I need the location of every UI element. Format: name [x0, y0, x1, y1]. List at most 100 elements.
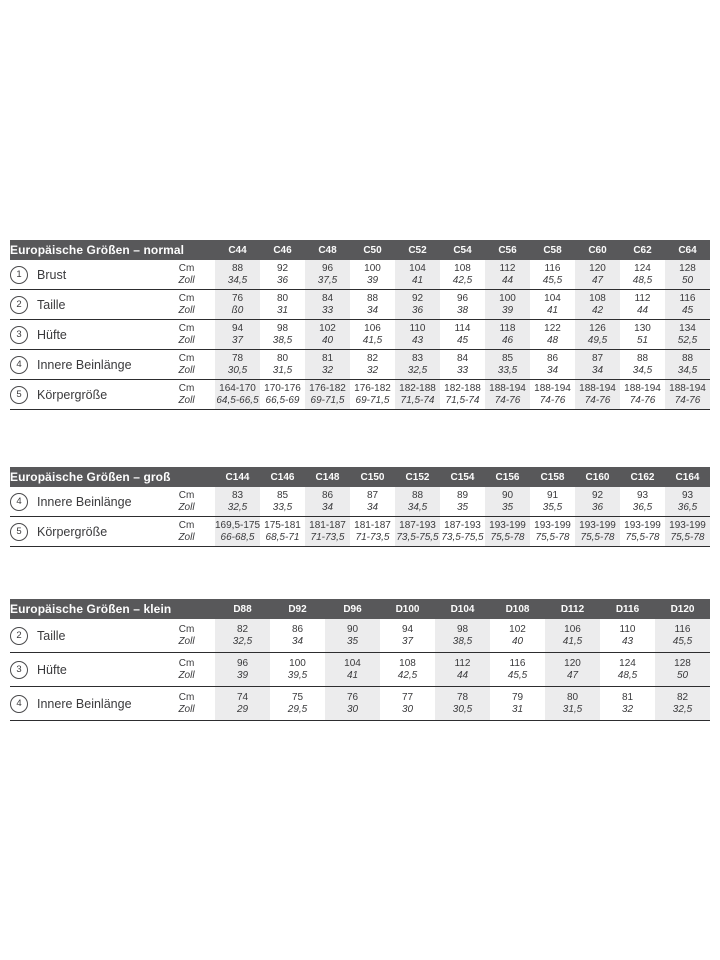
- unit-zoll-label: Zoll: [178, 274, 195, 286]
- zoll-value: 41,5: [362, 334, 383, 346]
- cm-value: 87: [366, 489, 379, 501]
- column-header: C56: [485, 240, 531, 260]
- cm-value: 181-187: [354, 519, 391, 531]
- unit-cell: Cm Zoll: [158, 686, 216, 721]
- zoll-value: 30: [346, 703, 359, 715]
- zoll-value: 32,5: [672, 703, 693, 715]
- value-cell: 134 52,5: [665, 319, 711, 350]
- row-label: Hüfte: [37, 662, 67, 677]
- row-label-cell: 4 Innere Beinlänge: [10, 686, 158, 721]
- zoll-value: 71,5-74: [400, 394, 435, 406]
- value-cell: 176-182 69-71,5: [305, 379, 351, 410]
- cm-value: 86: [291, 623, 304, 635]
- cm-value: 96: [456, 292, 469, 304]
- zoll-value: 33,5: [497, 364, 518, 376]
- value-cell: 82 32,5: [215, 619, 271, 653]
- column-header: C54: [440, 240, 486, 260]
- value-cell: 100 39: [350, 260, 396, 290]
- row-label-cell: 5 Körpergröße: [10, 516, 158, 547]
- zoll-value: 35,5: [542, 501, 563, 513]
- cm-value: 124: [619, 657, 636, 669]
- value-cell: 78 30,5: [215, 349, 261, 380]
- column-header: C64: [665, 240, 711, 260]
- column-header: D108: [490, 599, 546, 619]
- value-cell: 74 29: [215, 686, 271, 721]
- value-cell: 130 51: [620, 319, 666, 350]
- zoll-value: 46: [501, 334, 514, 346]
- cm-value: 88: [681, 352, 694, 364]
- table-title: Europäische Größen – normal: [10, 240, 216, 260]
- value-cell: 81 32: [600, 686, 656, 721]
- cm-value: 120: [564, 657, 581, 669]
- column-header: C154: [440, 467, 485, 487]
- zoll-value: 34: [321, 501, 334, 513]
- value-cell: 85 33,5: [485, 349, 531, 380]
- cm-value: 130: [634, 322, 651, 334]
- zoll-value: 35: [456, 501, 469, 513]
- value-cell: 80 31: [260, 289, 306, 320]
- zoll-value: 42,5: [452, 274, 473, 286]
- row-label: Körpergröße: [37, 524, 108, 539]
- column-header: C160: [575, 467, 620, 487]
- cm-value: 102: [509, 623, 526, 635]
- zoll-value: 41: [546, 304, 559, 316]
- zoll-value: 66-68,5: [220, 531, 255, 543]
- cm-value: 96: [236, 657, 249, 669]
- cm-value: 77: [401, 691, 414, 703]
- value-cell: 108 42,5: [380, 652, 436, 687]
- row-number-badge: 2: [10, 626, 28, 645]
- row-number-badge: 3: [10, 325, 28, 344]
- zoll-value: 33,5: [272, 501, 293, 513]
- value-cell: 118 46: [485, 319, 531, 350]
- zoll-value: 71,5-74: [445, 394, 480, 406]
- zoll-value: 39: [366, 274, 379, 286]
- value-cell: 89 35: [440, 487, 485, 517]
- cm-value: 118: [499, 322, 516, 334]
- cm-value: 84: [321, 292, 334, 304]
- cm-value: 76: [346, 691, 359, 703]
- value-cell: 78 30,5: [435, 686, 491, 721]
- value-cell: 182-188 71,5-74: [395, 379, 441, 410]
- value-cell: 116 45,5: [490, 652, 546, 687]
- zoll-value: 39: [501, 304, 514, 316]
- value-cell: 102 40: [490, 619, 546, 653]
- value-cell: 96 39: [215, 652, 271, 687]
- cm-value: 82: [236, 623, 249, 635]
- column-header: C152: [395, 467, 440, 487]
- size-table: Europäische Größen – normal C44 C46 C48 C50 C…: [10, 240, 711, 410]
- zoll-value: 64,5-66,5: [216, 394, 259, 406]
- value-cell: 98 38,5: [435, 619, 491, 653]
- cm-value: 78: [456, 691, 469, 703]
- zoll-value: 68,5-71: [265, 531, 300, 543]
- row-number-badge: 5: [10, 522, 28, 541]
- cm-value: 108: [589, 292, 606, 304]
- unit-zoll-label: Zoll: [178, 703, 195, 715]
- value-cell: 116 45: [665, 289, 711, 320]
- value-cell: 124 48,5: [600, 652, 656, 687]
- value-cell: 92 36: [260, 260, 306, 290]
- value-cell: 110 43: [395, 319, 441, 350]
- cm-value: 82: [366, 352, 379, 364]
- column-header: C148: [305, 467, 350, 487]
- row-number-badge: 1: [10, 265, 28, 284]
- zoll-value: 32,5: [232, 635, 253, 647]
- value-cell: 90 35: [485, 487, 530, 517]
- unit-cell: Cm Zoll: [158, 319, 216, 350]
- zoll-value: 34: [291, 635, 304, 647]
- row-label: Innere Beinlänge: [37, 494, 132, 509]
- zoll-value: 66,5-69: [265, 394, 300, 406]
- zoll-value: 43: [411, 334, 424, 346]
- value-cell: 188-194 74-76: [575, 379, 621, 410]
- row-label-cell: 2 Taille: [10, 289, 158, 320]
- cm-value: 114: [454, 322, 471, 334]
- zoll-value: 40: [321, 334, 334, 346]
- value-cell: 84 33: [305, 289, 351, 320]
- zoll-value: 47: [591, 274, 604, 286]
- cm-value: 188-194: [489, 382, 526, 394]
- zoll-value: 34: [546, 364, 559, 376]
- size-table-normal: Europäische Größen – normal C44 C46 C48 C50 C…: [10, 240, 711, 410]
- value-cell: 124 48,5: [620, 260, 666, 290]
- cm-value: 120: [589, 262, 606, 274]
- column-header: C46: [260, 240, 306, 260]
- zoll-value: 45: [456, 334, 469, 346]
